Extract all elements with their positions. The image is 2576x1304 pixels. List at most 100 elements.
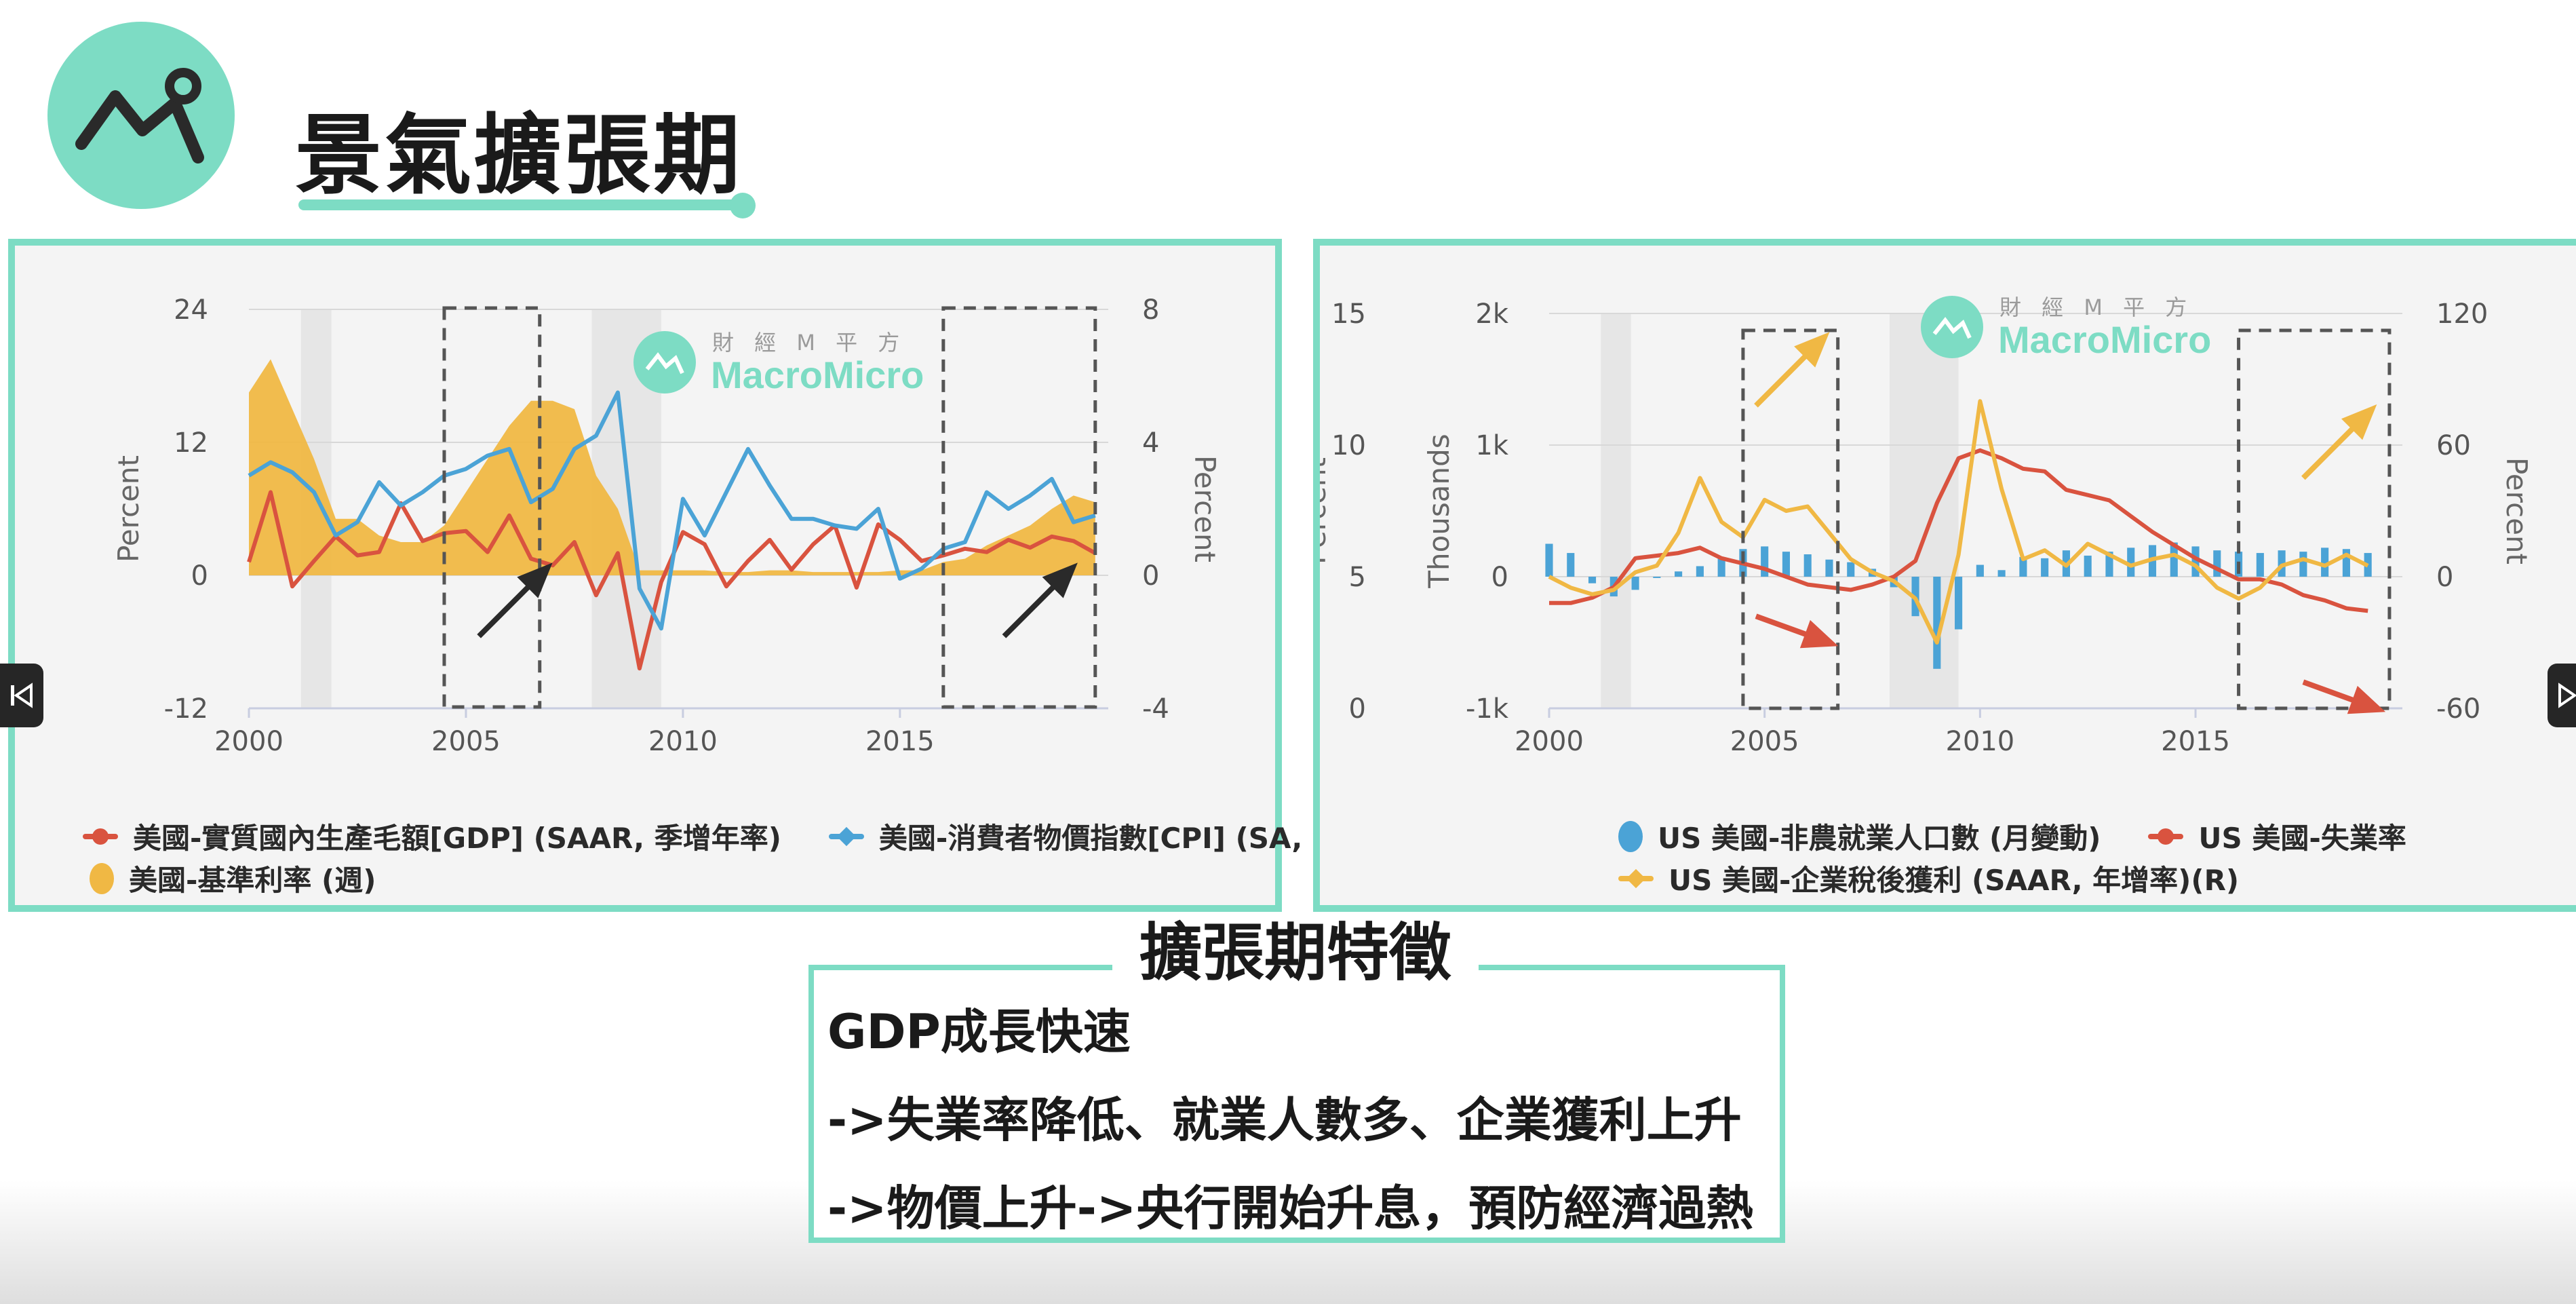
x-tick-label: 2010 — [648, 726, 718, 757]
trend-arrow-head — [1042, 562, 1078, 598]
legend-item[interactable]: US 美國-失業率 — [2148, 816, 2406, 857]
payroll-bar — [1847, 562, 1855, 577]
x-tick-label: 2010 — [1945, 726, 2014, 757]
chart-right-canvas: 2000 2005 2010 2015 2k 1k 0 -1k 15 10 5 0 120 60 0 -60 T… — [1320, 294, 2533, 757]
payroll-bar — [1631, 577, 1639, 590]
payroll-bar — [1933, 577, 1941, 669]
payroll-bar — [2299, 552, 2307, 577]
payroll-bar — [1588, 577, 1597, 583]
legend-label: US 美國-失業率 — [2198, 822, 2406, 855]
feature-line: ->物價上升->央行開始升息，預防經濟過熱 — [827, 1181, 1754, 1236]
legend-item[interactable]: 美國-實質國內生產毛額[GDP] (SAAR, 季增年率) — [83, 816, 781, 857]
y-axis-label: Thousands — [1422, 434, 1456, 588]
y-tick-label: -12 — [164, 693, 208, 725]
series-line — [247, 490, 1097, 671]
y-tick-label: 0 — [191, 560, 208, 592]
payroll-bar — [2278, 550, 2286, 577]
payroll-bar — [1976, 564, 1984, 577]
payroll-bar — [2321, 548, 2329, 577]
payroll-bar — [2019, 556, 2027, 577]
page-title: 景氣擴張期 — [295, 105, 743, 206]
payroll-bar — [1567, 553, 1575, 577]
legend-row: US 美國-非農就業人口數 (月變動) US 美國-失業率 — [1618, 816, 2454, 857]
payroll-bar — [1761, 546, 1769, 577]
legend-item[interactable]: 美國-基準利率 (週) — [90, 858, 376, 899]
watermark-brand-cn: 財 經 M 平 方 — [1999, 294, 2193, 320]
chart-left-canvas: 2000 2005 2010 2015 24 12 0 -12 8 4 0 -4 Percent Perc… — [112, 294, 1222, 757]
y2-tick-label: 4 — [1142, 427, 1159, 459]
highlight-box — [2237, 328, 2392, 710]
series-line — [248, 390, 1096, 631]
features-title: 擴張期特徵 — [1112, 916, 1479, 991]
payroll-bar — [2213, 550, 2221, 577]
feature-line: ->失業率降低、就業人數多、企業獲利上升 — [827, 1092, 1742, 1148]
payroll-bar — [2342, 549, 2350, 577]
y-tick-label: 12 — [174, 427, 208, 459]
recession-band — [1601, 313, 1631, 708]
payroll-bar — [1696, 566, 1704, 577]
legend-marker-payrolls — [1618, 820, 1643, 852]
x-tick-label: 2005 — [431, 726, 501, 757]
features-box — [808, 965, 1785, 1243]
series-line — [1548, 399, 2369, 645]
rate-area — [249, 359, 1095, 575]
trend-arrow-head — [2347, 685, 2386, 714]
y2-tick-label: 0 — [1142, 560, 1159, 592]
highlight-box — [442, 306, 542, 709]
legend-marker-profit — [1618, 868, 1654, 888]
payroll-bar — [2191, 546, 2200, 577]
legend-label: 美國-實質國內生產毛額[GDP] (SAAR, 季增年率) — [133, 822, 781, 855]
legend-row: 美國-實質國內生產毛額[GDP] (SAAR, 季增年率) 美國-消費者物價指數… — [83, 816, 1458, 857]
trend-arrow-head — [2341, 404, 2377, 440]
recession-band — [1889, 313, 1959, 708]
y2-tick-label: -4 — [1142, 693, 1169, 725]
y-tick-label: 24 — [174, 294, 208, 326]
payroll-bar — [2256, 553, 2264, 577]
y-axis-label: Percent — [112, 455, 145, 562]
y-tick-label: -1k — [1466, 693, 1509, 725]
y3-axis-label: Percent — [1320, 457, 1332, 564]
legend-label: US 美國-非農就業人口數 (月變動) — [1658, 822, 2101, 855]
x-tick-label: 2000 — [1515, 726, 1584, 757]
title-underline — [298, 199, 741, 210]
legend-item[interactable]: US 美國-企業稅後獲利 (SAAR, 年增率)(R) — [1618, 858, 2239, 899]
payroll-bar — [2127, 548, 2135, 577]
legend-label: US 美國-企業稅後獲利 (SAAR, 年增率)(R) — [1668, 864, 2240, 897]
skip-previous-icon[interactable] — [0, 664, 43, 727]
y2-tick-label: 120 — [2436, 299, 2488, 330]
payroll-bar — [2170, 542, 2178, 577]
highlight-box — [941, 306, 1097, 709]
jobs-unemployment-profit-chart: 2000 2005 2010 2015 2k 1k 0 -1k 15 10 5 0 120 60 0 -60 T… — [1313, 239, 2576, 912]
y2-tick-label: 60 — [2436, 430, 2471, 461]
legend-marker-unemployment — [2148, 828, 2184, 845]
legend-item[interactable]: US 美國-非農就業人口數 (月變動) — [1618, 816, 2101, 857]
legend-marker-rate — [90, 862, 114, 894]
gdp-cpi-rate-chart: 2000 2005 2010 2015 24 12 0 -12 8 4 0 -4 Percent Perc… — [8, 239, 1411, 912]
x-tick-label: 2015 — [2161, 726, 2230, 757]
payroll-bar — [1717, 558, 1725, 577]
y2-tick-label: 8 — [1142, 294, 1159, 326]
y3-tick-label: 0 — [1349, 693, 1366, 725]
y2-axis-label: Percent — [1188, 455, 1222, 562]
legend-marker-cpi — [828, 826, 864, 846]
skip-next-icon[interactable] — [2548, 664, 2576, 727]
y-tick-label: 2k — [1475, 299, 1508, 330]
watermark-brand-en: MacroMicro — [711, 353, 924, 396]
x-tick-label: 2000 — [214, 726, 284, 757]
payroll-bar — [1803, 554, 1812, 577]
payroll-bar — [1782, 552, 1791, 577]
payroll-bar — [1825, 559, 1833, 577]
legend-row: US 美國-企業稅後獲利 (SAAR, 年增率)(R) — [1618, 858, 2286, 899]
payroll-bar — [2084, 555, 2092, 577]
y-tick-label: 1k — [1475, 430, 1508, 461]
series-line — [1549, 448, 2368, 613]
chart-trend-icon — [47, 22, 235, 209]
x-tick-label: 2015 — [865, 726, 935, 757]
y-tick-label: 0 — [1491, 562, 1508, 593]
watermark-logo-line — [645, 352, 684, 375]
y2-tick-label: -60 — [2436, 693, 2480, 725]
watermark-brand-cn: 財 經 M 平 方 — [712, 330, 906, 356]
trend-arrow-head — [517, 562, 553, 598]
payroll-bar — [2105, 552, 2113, 577]
payroll-bar — [1675, 571, 1683, 577]
